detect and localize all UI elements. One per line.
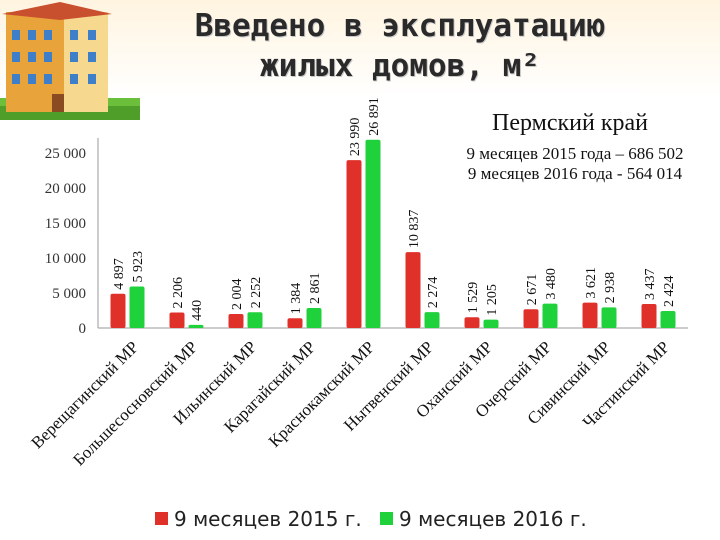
chart-legend: 9 месяцев 2015 г. 9 месяцев 2016 г.: [155, 507, 615, 533]
bar-2016: [365, 139, 381, 328]
region-title: Пермский край: [492, 110, 648, 136]
totals-block: 9 месяцев 2015 года – 686 502 9 месяцев …: [430, 144, 720, 184]
data-label-2015: 2 004: [230, 278, 245, 310]
legend-item-2016: 9 месяцев 2016 г.: [380, 507, 587, 531]
data-label-2016: 2 424: [662, 276, 677, 308]
bar-2015: [228, 313, 244, 328]
data-label-2015: 2 206: [171, 277, 186, 309]
data-label-2016: 440: [190, 300, 205, 321]
y-tick-label: 15 000: [45, 216, 86, 232]
data-label-2016: 3 480: [544, 268, 559, 300]
house-illustration: [0, 2, 140, 120]
y-tick-label: 25 000: [45, 146, 86, 162]
bar-2016: [247, 312, 263, 328]
y-tick-label: 10 000: [45, 251, 86, 267]
data-label-2015: 3 621: [584, 267, 599, 299]
bar-2015: [287, 318, 303, 328]
data-label-2016: 1 205: [485, 284, 500, 316]
data-label-2015: 10 837: [407, 210, 422, 249]
data-label-2016: 2 938: [603, 272, 618, 304]
bar-2015: [464, 317, 480, 328]
data-label-2015: 23 990: [348, 118, 363, 157]
total-2016: 9 месяцев 2016 года - 564 014: [467, 164, 683, 183]
page-title: Введено в эксплуатацию жилых домов, м²: [194, 8, 606, 84]
bar-2015: [582, 302, 598, 328]
bar-2015: [523, 309, 539, 328]
total-2015: 9 месяцев 2015 года – 686 502: [466, 144, 684, 163]
legend-label-2015: 9 месяцев 2015 г.: [174, 507, 362, 531]
legend-swatch-2016: [380, 512, 393, 525]
data-label-2015: 3 437: [643, 268, 658, 300]
data-label-2016: 2 274: [426, 277, 441, 309]
bar-2016: [306, 307, 322, 328]
y-tick-label: 5 000: [52, 286, 86, 302]
bar-2016: [188, 324, 204, 328]
bar-2016: [542, 303, 558, 328]
bar-2016: [601, 307, 617, 328]
bar-2015: [346, 160, 362, 328]
bar-2015: [169, 312, 185, 328]
bar-2015: [110, 293, 126, 328]
data-label-2015: 1 529: [466, 282, 481, 314]
y-tick-label: 20 000: [45, 181, 86, 197]
bar-2016: [424, 312, 440, 328]
bar-2015: [641, 303, 657, 328]
y-tick-label: 0: [79, 321, 87, 337]
data-label-2016: 2 861: [308, 272, 323, 304]
bar-2016: [483, 319, 499, 328]
category-label: Верещагинский МР: [27, 337, 142, 452]
bar-2015: [405, 252, 421, 328]
bar-2016: [129, 286, 145, 328]
legend-swatch-2015: [155, 512, 168, 525]
category-label: Краснокамский МР: [265, 337, 379, 451]
data-label-2016: 2 252: [249, 277, 264, 309]
data-label-2016: 26 891: [367, 97, 382, 136]
legend-label-2016: 9 месяцев 2016 г.: [399, 507, 587, 531]
data-label-2016: 5 923: [131, 251, 146, 283]
data-label-2015: 1 384: [289, 283, 304, 315]
data-label-2015: 2 671: [525, 274, 540, 306]
data-label-2015: 4 897: [112, 258, 127, 290]
bar-2016: [660, 311, 676, 328]
legend-item-2015: 9 месяцев 2015 г.: [155, 507, 362, 531]
